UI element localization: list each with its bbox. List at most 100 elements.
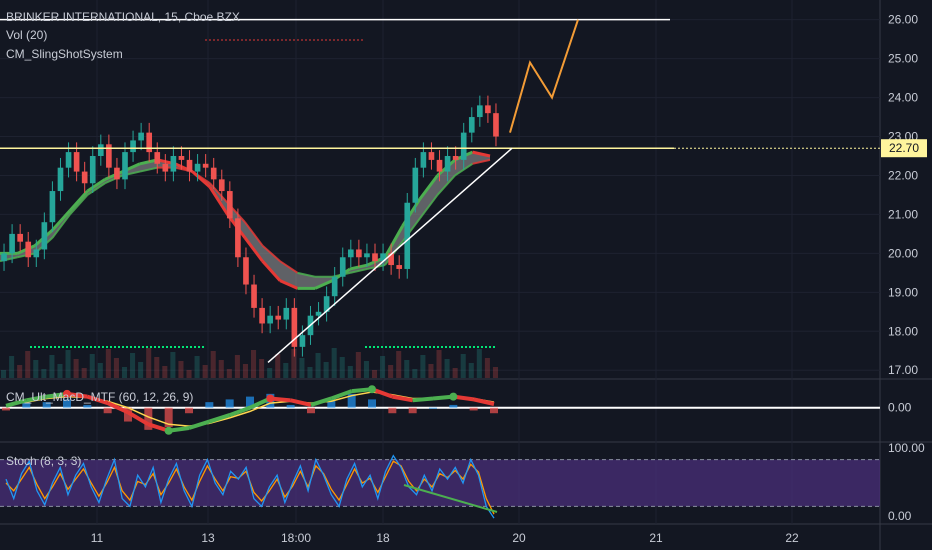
price-axis[interactable]: 17.0018.0019.0020.0021.0022.0023.0024.00… <box>881 13 927 523</box>
candle-body <box>210 167 217 180</box>
volume-bar <box>267 368 273 378</box>
macd-line-segment <box>310 396 332 407</box>
candle-body <box>25 241 32 258</box>
price-tick-label: 20.00 <box>888 246 918 260</box>
candle-body <box>388 253 394 266</box>
price-tick-label: 21.00 <box>888 207 918 221</box>
macd-cross-dot <box>368 385 376 394</box>
volume-bar <box>259 359 265 378</box>
ema-fast-segment <box>51 209 72 232</box>
candle-body <box>283 307 290 320</box>
volume-bar <box>476 349 482 378</box>
macd-histogram-bar <box>408 407 417 414</box>
volume-bar <box>396 351 402 378</box>
volume-bar <box>404 360 410 378</box>
candle-body <box>130 140 136 153</box>
volume-bar <box>412 369 418 378</box>
ema-fast-segment <box>314 279 334 290</box>
legend-macd[interactable]: CM_Ult_MacD_MTF (60, 12, 26, 9) <box>6 390 193 404</box>
volume-bar <box>339 357 345 378</box>
legend-stoch[interactable]: Stoch (8, 3, 3) <box>6 454 81 468</box>
price-tick-label: 18.00 <box>888 324 918 338</box>
macd-pane[interactable] <box>0 385 880 435</box>
volume-bar <box>484 358 490 378</box>
candle-body <box>468 117 475 133</box>
volume-bar <box>299 358 305 378</box>
macd-histogram-bar <box>449 404 458 408</box>
ema-slow-segment <box>51 213 71 239</box>
ema-slow-segment <box>349 267 368 274</box>
time-axis[interactable]: 11 13 18:00 18 20 21 22 <box>91 531 799 545</box>
volume-bar <box>363 361 369 378</box>
candle-body <box>235 218 241 258</box>
macd-line-segment <box>412 396 434 403</box>
volume-bar <box>97 363 103 378</box>
ema-slow-segment <box>419 194 439 219</box>
macd-histogram-bar <box>164 407 173 428</box>
volume-bar <box>275 354 281 378</box>
price-tick-label: 22.00 <box>888 168 918 182</box>
volume-bar <box>186 370 192 378</box>
legend-title[interactable]: BRINKER INTERNATIONAL, 15, Cboe BZX <box>6 10 240 24</box>
volume-bar <box>73 359 79 378</box>
volume-bar <box>388 365 394 378</box>
candle-body <box>396 265 403 269</box>
macd-histogram-bar <box>490 407 498 414</box>
volume-bar <box>283 363 289 378</box>
stoch-k-line <box>5 454 495 519</box>
price-pane[interactable] <box>0 18 880 378</box>
candle-body <box>460 132 467 160</box>
ema-slow-segment <box>209 182 229 204</box>
candle-body <box>97 144 104 156</box>
volume-bar <box>468 363 474 378</box>
macd-histogram-bar <box>368 399 376 408</box>
candle-body <box>452 156 459 160</box>
legend-volume[interactable]: Vol (20) <box>6 28 47 42</box>
macd-line-segment <box>126 410 150 427</box>
volume-bar <box>194 356 200 378</box>
ema-slow-segment <box>297 271 316 278</box>
macd-histogram-bar <box>42 402 51 408</box>
volume-bar <box>17 365 23 378</box>
volume-bar <box>371 370 378 378</box>
ema-fast-segment <box>418 174 439 200</box>
candle-body <box>436 159 443 172</box>
candle-body <box>49 191 56 223</box>
candle-body <box>178 156 185 160</box>
candle-body <box>138 132 144 141</box>
price-tick-label: 17.00 <box>888 363 918 377</box>
candle-body <box>57 167 64 192</box>
candle-body <box>444 156 451 172</box>
stoch-pane[interactable] <box>0 454 880 519</box>
macd-cross-dot <box>63 389 71 398</box>
candle-body <box>186 159 193 172</box>
stoch-divergence-line <box>403 484 498 513</box>
volume-bar <box>331 348 337 378</box>
macd-histogram-bar <box>286 404 295 408</box>
macd-histogram-bar <box>327 399 336 408</box>
volume-bar <box>323 362 329 378</box>
macd-line-segment <box>228 405 251 417</box>
volume-bar <box>1 370 7 378</box>
macd-histogram-bar <box>144 407 153 430</box>
time-tick-label: 18:00 <box>281 531 311 545</box>
ema-fast-segment <box>472 150 491 158</box>
candle-body <box>243 257 249 285</box>
volume-bar <box>210 351 216 378</box>
macd-histogram-bar <box>347 393 356 408</box>
volume-bar <box>162 366 168 378</box>
macd-histogram-bar <box>246 396 254 408</box>
macd-histogram-bar <box>388 407 397 414</box>
candle-body <box>339 257 346 277</box>
macd-histogram-bar <box>103 407 112 414</box>
candle-body <box>122 152 128 180</box>
legend-slingshot[interactable]: CM_SlingShotSystem <box>6 47 123 61</box>
ema-slow-segment <box>279 260 299 274</box>
candle-body <box>106 144 112 168</box>
last-price-tag <box>881 139 927 158</box>
volume-bar <box>81 368 87 378</box>
volume-bar <box>347 366 353 378</box>
volume-bar <box>234 355 240 378</box>
